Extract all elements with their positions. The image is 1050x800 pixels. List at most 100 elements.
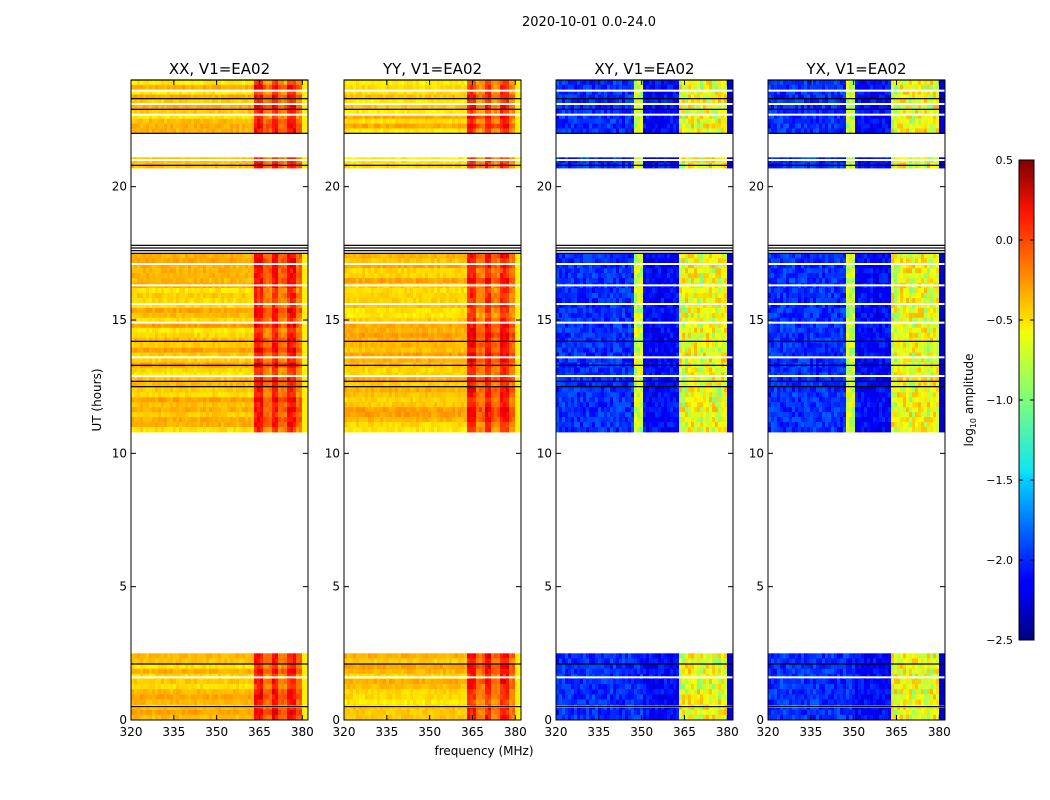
heatmap-cell	[431, 658, 435, 664]
heatmap-cell	[191, 347, 195, 353]
heatmap-cell	[137, 307, 141, 314]
heatmap-cell	[401, 689, 405, 695]
heatmap-cell	[212, 123, 216, 129]
heatmap-cell	[140, 317, 144, 324]
heatmap-cell	[131, 352, 135, 358]
heatmap-cell	[182, 317, 186, 324]
heatmap-cell	[194, 382, 198, 388]
heatmap-cell	[206, 293, 210, 299]
heatmap-cell	[464, 678, 468, 685]
heatmap-cell	[143, 288, 147, 294]
heatmap-cell	[218, 422, 222, 428]
heatmap-cell	[263, 288, 267, 294]
heatmap-cell	[272, 714, 276, 721]
heatmap-cell	[164, 412, 168, 418]
heatmap-cell	[221, 347, 225, 353]
heatmap-cell	[176, 298, 180, 304]
heatmap-cell	[155, 397, 159, 403]
heatmap-cell	[173, 417, 177, 423]
heatmap-cell	[368, 263, 372, 269]
heatmap-cell	[275, 317, 279, 324]
heatmap-cell	[278, 417, 282, 423]
heatmap-cell	[263, 668, 267, 675]
heatmap-cell	[509, 653, 513, 659]
heatmap-cell	[473, 278, 477, 284]
heatmap-cell	[239, 347, 243, 353]
heatmap-cell	[482, 253, 486, 259]
heatmap-cell	[197, 317, 201, 324]
heatmap-cell	[242, 668, 246, 675]
heatmap-cell	[305, 128, 309, 134]
heatmap-cell	[152, 382, 156, 388]
heatmap-cell	[209, 104, 213, 110]
heatmap-cell	[230, 268, 234, 274]
heatmap-cell	[278, 397, 282, 403]
heatmap-cell	[257, 80, 261, 86]
heatmap-cell	[359, 668, 363, 675]
heatmap-cell	[269, 347, 273, 353]
heatmap-cell	[275, 253, 279, 259]
heatmap-cell	[179, 307, 183, 314]
heatmap-cell	[137, 278, 141, 284]
heatmap-cell	[296, 84, 300, 91]
heatmap-cell	[389, 678, 393, 685]
heatmap-cell	[221, 298, 225, 304]
heatmap-cell	[143, 99, 147, 105]
heatmap-cell	[134, 387, 138, 393]
heatmap-cell	[281, 352, 285, 358]
heatmap-cell	[149, 263, 153, 269]
heatmap-cell	[386, 689, 390, 695]
heatmap-cell	[386, 678, 390, 685]
heatmap-cell	[371, 278, 375, 284]
heatmap-cell	[449, 288, 453, 294]
heatmap-cell	[149, 317, 153, 324]
heatmap-cell	[179, 412, 183, 418]
heatmap-cell	[167, 658, 171, 664]
heatmap-cell	[254, 417, 258, 423]
heatmap-cell	[161, 307, 165, 314]
heatmap-cell	[254, 312, 258, 319]
heatmap-cell	[500, 288, 504, 294]
heatmap-cell	[182, 377, 186, 383]
heatmap-cell	[233, 293, 237, 299]
heatmap-cell	[275, 337, 279, 344]
heatmap-cell	[137, 422, 141, 428]
heatmap-cell	[227, 307, 231, 314]
heatmap-cell	[284, 118, 288, 125]
heatmap-cell	[299, 307, 303, 314]
heatmap-cell	[230, 337, 234, 344]
heatmap-cell	[206, 94, 210, 100]
heatmap-cell	[407, 699, 411, 706]
heatmap-cell	[245, 123, 249, 129]
heatmap-cell	[149, 298, 153, 304]
heatmap-cell	[488, 694, 492, 700]
heatmap-cell	[284, 99, 288, 105]
heatmap-cell	[506, 684, 510, 690]
heatmap-cell	[143, 397, 147, 403]
heatmap-cell	[287, 84, 291, 91]
heatmap-cell	[140, 402, 144, 408]
heatmap-cell	[242, 653, 246, 659]
heatmap-cell	[209, 312, 213, 319]
heatmap-cell	[245, 417, 249, 423]
heatmap-cell	[161, 377, 165, 383]
heatmap-cell	[230, 253, 234, 259]
heatmap-cell	[431, 678, 435, 685]
heatmap-cell	[176, 312, 180, 319]
heatmap-cell	[278, 402, 282, 408]
flagged-row	[131, 113, 308, 116]
heatmap-cell	[371, 273, 375, 279]
heatmap-cell	[302, 80, 306, 86]
heatmap-cell	[161, 402, 165, 408]
heatmap-cell	[281, 288, 285, 294]
heatmap-cell	[149, 302, 153, 309]
heatmap-cell	[419, 278, 423, 284]
heatmap-cell	[518, 273, 522, 279]
heatmap-cell	[257, 412, 261, 418]
heatmap-cell	[296, 397, 300, 403]
heatmap-cell	[209, 402, 213, 408]
heatmap-cell	[245, 104, 249, 110]
heatmap-cell	[290, 668, 294, 675]
heatmap-cell	[158, 357, 162, 363]
heatmap-cell	[263, 417, 267, 423]
